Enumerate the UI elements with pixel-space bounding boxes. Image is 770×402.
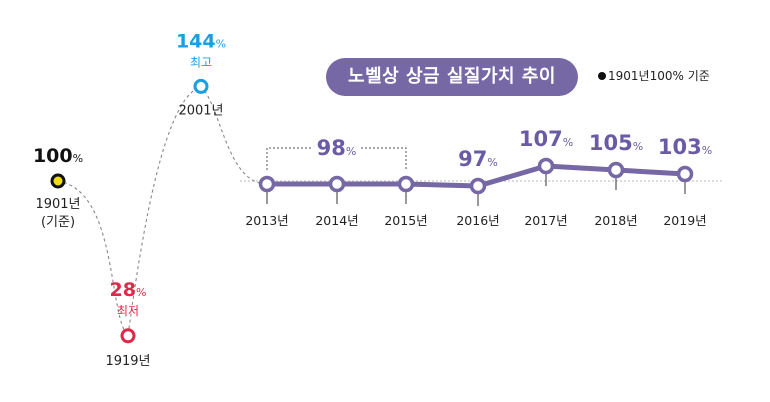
point-2016년 — [469, 177, 487, 195]
data-label-107: 107% — [519, 127, 573, 151]
point-2017년 — [537, 157, 555, 175]
point-1919 — [120, 328, 136, 344]
bracket-left — [266, 147, 312, 170]
x-label-2016년: 2016년 — [456, 213, 499, 228]
point-2013년 — [258, 175, 276, 193]
x-label-2001: 2001년 — [178, 103, 223, 118]
value-label-2001: 144% — [176, 30, 226, 52]
chart-title: 노벨상 상금 실질가치 추이 — [326, 58, 578, 96]
value-label-1919: 28% — [110, 279, 147, 301]
x-label-2019년: 2019년 — [663, 213, 706, 228]
data-label-105: 105% — [589, 131, 643, 155]
x-label-2015년: 2015년 — [384, 213, 427, 228]
x-label-1919: 1919년 — [105, 354, 150, 369]
legend-note-text: 1901년100% 기준 — [608, 69, 710, 83]
data-label-97: 97% — [458, 147, 498, 171]
point-2014년 — [328, 175, 346, 193]
x-label-2017년: 2017년 — [524, 213, 567, 228]
x-label-1901: 1901년 — [35, 197, 80, 212]
x-sublabel-1901: (기준) — [41, 215, 75, 230]
point-2015년 — [397, 175, 415, 193]
bracket-right — [361, 147, 407, 170]
x-label-2013년: 2013년 — [245, 213, 288, 228]
legend-dot-icon — [598, 72, 606, 80]
x-label-2018년: 2018년 — [594, 213, 637, 228]
value-label-1901: 100% — [33, 145, 83, 167]
point-2019년 — [676, 165, 694, 183]
tag-label-2001: 최고 — [190, 55, 212, 69]
history-connector-line — [57, 85, 268, 337]
data-label-103: 103% — [658, 135, 712, 159]
x-label-2014년: 2014년 — [315, 213, 358, 228]
data-label-98: 98% — [317, 136, 357, 160]
point-1901 — [50, 173, 66, 189]
tag-label-1919: 최저 — [117, 304, 139, 318]
legend-note: 1901년100% 기준 — [598, 67, 710, 84]
point-2001 — [193, 78, 209, 94]
point-2018년 — [607, 161, 625, 179]
